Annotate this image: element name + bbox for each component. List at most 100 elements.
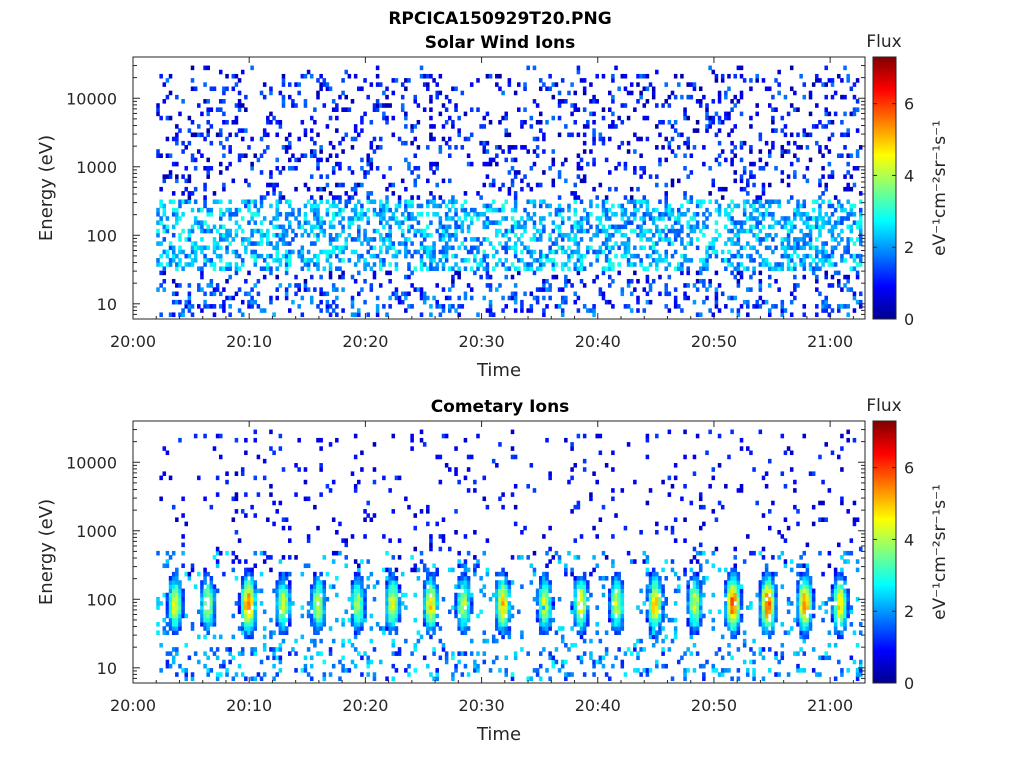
heatmap-cell: [360, 626, 364, 631]
heatmap-cell: [793, 90, 797, 96]
heatmap-cell: [335, 237, 339, 242]
heatmap-cell: [181, 174, 185, 179]
heatmap-cell: [335, 107, 339, 112]
heatmap-cell: [313, 153, 317, 159]
heatmap-cell: [752, 161, 756, 167]
heatmap-cell: [284, 199, 289, 205]
heatmap-cell: [247, 584, 251, 589]
heatmap-cell: [535, 601, 540, 606]
heatmap-cell: [733, 94, 738, 100]
heatmap-cell: [849, 228, 854, 234]
heatmap-cell: [538, 588, 543, 594]
heatmap-cell: [764, 232, 769, 238]
heatmap-cell: [520, 186, 524, 192]
heatmap-cell: [175, 161, 179, 167]
heatmap-cell: [548, 609, 552, 615]
heatmap-cell: [454, 446, 458, 451]
heatmap-cell: [620, 224, 625, 230]
heatmap-cell: [855, 99, 860, 104]
heatmap-cell: [175, 630, 179, 635]
heatmap-cell: [604, 207, 609, 213]
heatmap-cell: [576, 132, 581, 138]
heatmap-cell: [404, 115, 408, 121]
heatmap-cell: [190, 241, 195, 246]
heatmap-cell: [234, 291, 239, 297]
heatmap-cell: [479, 576, 483, 581]
heatmap-cell: [375, 103, 380, 108]
heatmap-cell: [404, 638, 408, 644]
heatmap-cell: [567, 253, 571, 259]
heatmap-cell: [240, 601, 245, 606]
heatmap-cell: [620, 241, 625, 246]
heatmap-cell: [586, 249, 590, 255]
heatmap-cell: [325, 212, 330, 217]
heatmap-cell: [579, 622, 584, 627]
heatmap-cell: [366, 220, 370, 225]
heatmap-cell: [818, 195, 822, 200]
heatmap-cell: [551, 596, 556, 602]
heatmap-cell: [215, 475, 220, 481]
heatmap-cell: [620, 73, 625, 79]
heatmap-cell: [350, 220, 355, 225]
heatmap-cell: [629, 82, 634, 87]
heatmap-cell: [278, 446, 283, 451]
heatmap-cell: [165, 596, 170, 602]
heatmap-cell: [422, 299, 427, 305]
heatmap-cell: [400, 107, 405, 112]
heatmap-cell: [739, 262, 744, 267]
heatmap-cell: [548, 676, 552, 682]
heatmap-cell: [394, 216, 399, 221]
heatmap-cell: [545, 287, 549, 292]
heatmap-cell: [193, 245, 198, 251]
heatmap-cell: [388, 588, 392, 594]
heatmap-cell: [651, 90, 656, 96]
heatmap-cell: [410, 128, 414, 133]
heatmap-cell: [830, 308, 835, 313]
heatmap-cell: [269, 634, 273, 640]
heatmap-cell: [454, 103, 458, 108]
heatmap-cell: [206, 622, 210, 627]
heatmap-cell: [460, 304, 465, 309]
heatmap-cell: [538, 262, 543, 267]
heatmap-cell: [749, 124, 753, 129]
heatmap-cell: [385, 232, 389, 238]
heatmap-cell: [206, 174, 210, 179]
heatmap-cell: [438, 224, 443, 230]
heatmap-cell: [711, 237, 716, 242]
heatmap-cell: [237, 103, 242, 108]
heatmap-cell: [300, 312, 305, 318]
heatmap-cell: [592, 278, 596, 284]
heatmap-cell: [604, 672, 609, 677]
heatmap-cell: [212, 634, 217, 640]
heatmap-cell: [454, 609, 458, 615]
heatmap-cell: [510, 216, 515, 221]
heatmap-cell: [542, 308, 546, 313]
heatmap-cell: [281, 555, 286, 560]
heatmap-cell: [284, 605, 289, 610]
heatmap-cell: [372, 253, 377, 259]
heatmap-cell: [372, 199, 377, 205]
heatmap-cell: [247, 630, 251, 635]
heatmap-cell: [686, 115, 690, 121]
heatmap-cell: [727, 258, 731, 263]
heatmap-cell: [341, 622, 345, 627]
heatmap-cell: [429, 132, 433, 138]
heatmap-cell: [447, 245, 452, 251]
heatmap-cell: [171, 299, 176, 305]
heatmap-cell: [272, 500, 276, 506]
heatmap-cell: [535, 299, 540, 305]
heatmap-cell: [535, 287, 540, 292]
heatmap-cell: [846, 161, 850, 167]
heatmap-cell: [466, 613, 471, 619]
heatmap-cell: [629, 195, 634, 200]
heatmap-cell: [240, 299, 245, 305]
heatmap-cell: [664, 207, 668, 213]
heatmap-cell: [350, 584, 355, 589]
heatmap-cell: [272, 182, 276, 188]
heatmap-cell: [852, 295, 857, 301]
heatmap-cell: [733, 220, 738, 225]
heatmap-cell: [240, 312, 245, 318]
heatmap-cell: [404, 199, 408, 205]
heatmap-cell: [780, 216, 785, 221]
heatmap-cell: [802, 245, 807, 251]
